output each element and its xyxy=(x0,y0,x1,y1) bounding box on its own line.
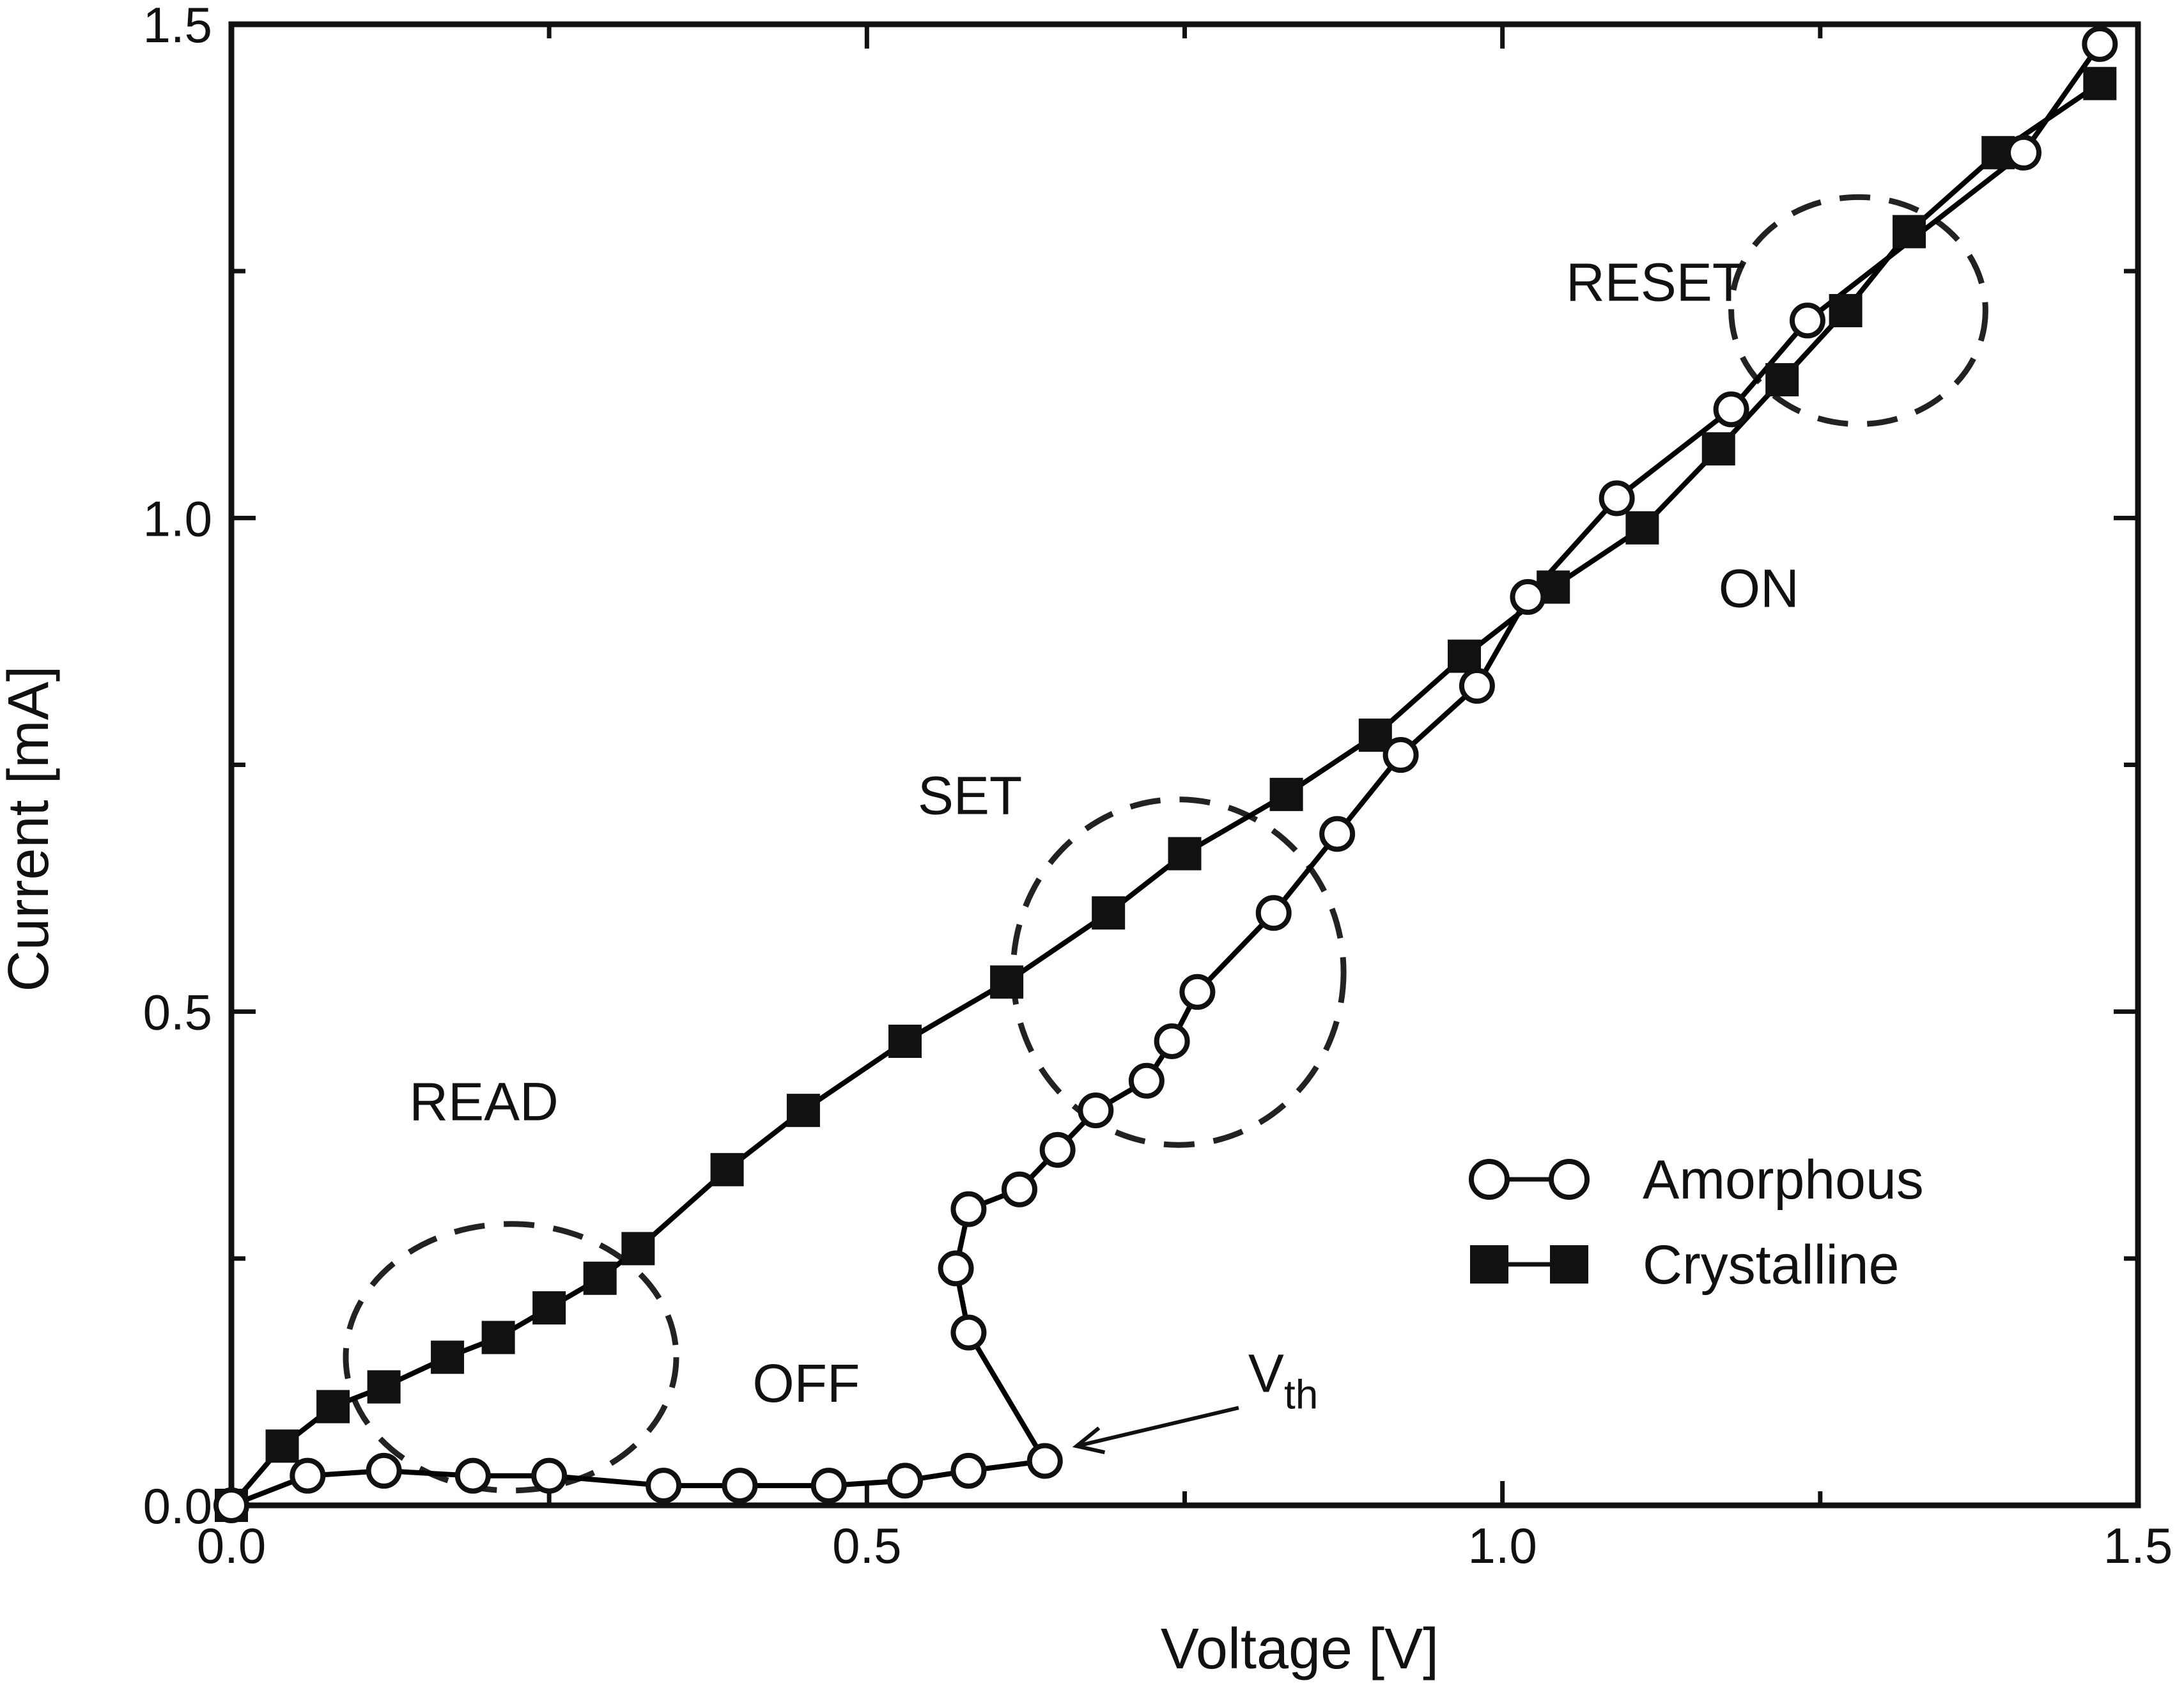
crystalline-point xyxy=(481,1321,515,1354)
amorphous-point xyxy=(1039,1131,1076,1168)
legend-marker-open-circle xyxy=(1549,1159,1590,1200)
crystalline-point xyxy=(990,965,1024,999)
amorphous-point xyxy=(454,1457,491,1494)
crystalline-point xyxy=(621,1232,655,1266)
read-region-ellipse xyxy=(343,1221,679,1494)
amorphous-point xyxy=(1001,1171,1037,1207)
amorphous-point xyxy=(646,1468,682,1504)
amorphous-point xyxy=(366,1452,402,1489)
amorphous-point xyxy=(1154,1023,1190,1060)
axis-ticks xyxy=(229,22,2141,1508)
vth-subscript: th xyxy=(1284,1371,1318,1417)
x-tick-label: 0.0 xyxy=(197,1517,266,1574)
crystalline-point xyxy=(1168,837,1202,871)
crystalline-point xyxy=(316,1390,350,1424)
amorphous-point xyxy=(1255,895,1292,931)
legend-marker-filled-square xyxy=(1550,1245,1588,1284)
amorphous-point xyxy=(1459,667,1495,704)
annotation-vth: Vth xyxy=(1248,1343,1318,1417)
y-axis-title: Current [mA] xyxy=(0,665,61,991)
y-axis-tick-labels: 0.0 0.5 1.0 1.5 xyxy=(143,0,212,1534)
amorphous-point xyxy=(1128,1062,1165,1099)
annotation-set: SET xyxy=(918,766,1022,826)
crystalline-point xyxy=(888,1025,922,1059)
legend-label-amorphous: Amorphous xyxy=(1643,1149,1924,1211)
crystalline-point xyxy=(1092,896,1126,930)
crystalline-point xyxy=(2083,66,2117,100)
amorphous-point xyxy=(810,1468,847,1504)
amorphous-point xyxy=(938,1250,974,1287)
amorphous-point xyxy=(213,1487,249,1523)
crystalline-point xyxy=(1701,432,1735,466)
x-tick-label: 1.5 xyxy=(2103,1517,2172,1574)
legend-item-crystalline: Crystalline xyxy=(1470,1234,1899,1296)
annotation-on: ON xyxy=(1719,558,1799,618)
amorphous-point xyxy=(531,1457,568,1494)
amorphous-point xyxy=(950,1191,987,1227)
amorphous-point xyxy=(1026,1443,1063,1479)
y-tick-label: 1.5 xyxy=(143,0,212,53)
amorphous-point xyxy=(722,1468,758,1504)
crystalline-point xyxy=(265,1429,299,1463)
crystalline-point xyxy=(1448,639,1482,673)
x-axis-title: Voltage [V] xyxy=(1161,1617,1439,1681)
amorphous-point xyxy=(950,1314,987,1351)
annotation-reset: RESET xyxy=(1566,252,1745,313)
amorphous-point xyxy=(2082,26,2118,62)
amorphous-point xyxy=(1382,737,1419,773)
set-region-ellipse xyxy=(1010,796,1347,1148)
crystalline-point xyxy=(1625,511,1659,545)
crystalline-point xyxy=(1269,777,1303,811)
x-tick-label: 0.5 xyxy=(832,1517,901,1574)
y-tick-label: 1.0 xyxy=(143,490,212,547)
crystalline-point xyxy=(431,1340,465,1374)
amorphous-point xyxy=(950,1452,987,1489)
legend-marker-filled-square xyxy=(1470,1245,1508,1284)
legend-item-amorphous: Amorphous xyxy=(1469,1149,1924,1211)
amorphous-point xyxy=(1319,816,1356,852)
crystalline-point xyxy=(583,1261,617,1295)
crystalline-point xyxy=(1765,363,1799,397)
annotation-off: OFF xyxy=(752,1353,860,1413)
amorphous-point xyxy=(1078,1092,1114,1129)
amorphous-point xyxy=(1510,578,1546,615)
amorphous-point xyxy=(1599,480,1635,516)
crystalline-point xyxy=(1893,215,1926,249)
crystalline-point xyxy=(1829,293,1863,327)
amorphous-point xyxy=(1179,974,1216,1010)
amorphous-point xyxy=(1789,302,1825,339)
crystalline-point xyxy=(710,1153,744,1186)
dashed-regions xyxy=(343,194,1988,1494)
amorphous-point xyxy=(887,1463,923,1499)
vth-arrowhead xyxy=(1072,1426,1106,1454)
annotation-read: READ xyxy=(409,1072,558,1132)
legend-marker-open-circle xyxy=(1469,1159,1510,1200)
legend: Amorphous Crystalline xyxy=(1469,1149,1924,1296)
amorphous-point xyxy=(290,1457,326,1494)
legend-label-crystalline: Crystalline xyxy=(1643,1234,1899,1296)
y-tick-label: 0.0 xyxy=(143,1478,212,1534)
x-axis-tick-labels: 0.0 0.5 1.0 1.5 xyxy=(197,1517,2172,1574)
series-markers xyxy=(213,26,2118,1523)
crystalline-point xyxy=(367,1370,401,1404)
crystalline-point xyxy=(532,1291,566,1325)
amorphous-point xyxy=(2006,134,2042,171)
vth-arrow-line xyxy=(1076,1406,1239,1448)
y-tick-label: 0.5 xyxy=(143,984,212,1041)
annotations: READ OFF SET RESET ON Vth xyxy=(409,252,1799,1454)
vth-main: V xyxy=(1248,1343,1284,1403)
x-tick-label: 1.0 xyxy=(1468,1517,1537,1574)
amorphous-point xyxy=(1713,391,1749,428)
crystalline-point xyxy=(786,1094,820,1128)
reset-region-ellipse xyxy=(1728,194,1988,428)
